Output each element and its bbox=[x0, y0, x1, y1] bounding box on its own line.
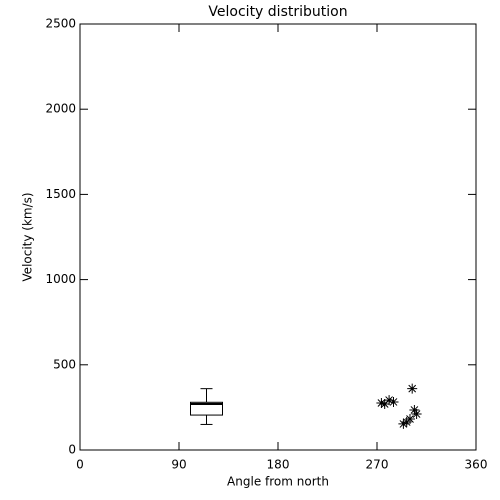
x-tick-label: 90 bbox=[171, 458, 186, 472]
star-marker bbox=[388, 396, 399, 407]
y-axis-label: Velocity (km/s) bbox=[21, 192, 35, 281]
star-marker bbox=[409, 404, 420, 415]
x-tick-label: 270 bbox=[366, 458, 389, 472]
star-marker bbox=[384, 395, 395, 406]
x-tick-label: 180 bbox=[267, 458, 290, 472]
y-tick-label: 0 bbox=[68, 443, 76, 457]
box bbox=[190, 401, 223, 416]
x-tick-label: 0 bbox=[76, 458, 84, 472]
star-marker bbox=[376, 397, 387, 408]
star-marker bbox=[411, 409, 422, 420]
star-marker bbox=[379, 398, 390, 409]
chart-title: Velocity distribution bbox=[208, 4, 347, 20]
star-marker bbox=[407, 383, 418, 394]
star-marker bbox=[398, 418, 409, 429]
y-tick-label: 1000 bbox=[45, 272, 76, 286]
star-marker bbox=[405, 413, 415, 424]
y-tick-label: 2000 bbox=[45, 102, 76, 116]
y-tick-label: 500 bbox=[53, 357, 76, 371]
x-axis-label: Angle from north bbox=[227, 475, 329, 489]
x-tick-label: 360 bbox=[465, 458, 488, 472]
y-tick-label: 2500 bbox=[45, 17, 76, 31]
plot-frame bbox=[79, 23, 477, 451]
y-tick-label: 1500 bbox=[45, 187, 76, 201]
